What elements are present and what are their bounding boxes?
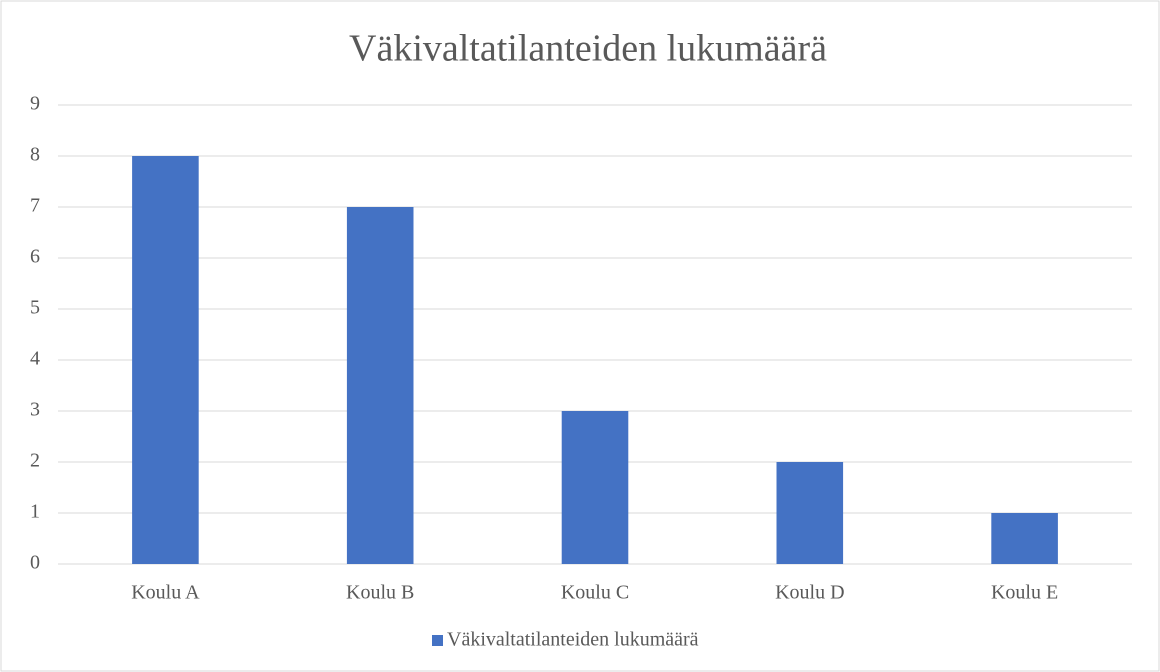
y-tick-label: 1 [30, 501, 40, 523]
x-tick-label: Koulu C [561, 582, 629, 604]
legend-swatch [432, 635, 443, 646]
x-tick-label: Koulu A [131, 582, 200, 604]
x-tick-label: Koulu B [346, 582, 414, 604]
y-tick-label: 0 [30, 552, 40, 574]
y-tick-label: 6 [30, 246, 40, 268]
bar [346, 207, 414, 564]
y-tick-label: 2 [30, 450, 40, 472]
y-tick-label: 7 [30, 195, 40, 217]
chart-title: Väkivaltatilanteiden lukumäärä [349, 28, 827, 70]
legend-label: Väkivaltatilanteiden lukumäärä [447, 629, 699, 651]
y-tick-label: 5 [30, 297, 40, 319]
bar [776, 462, 844, 564]
x-tick-label: Koulu E [991, 582, 1058, 604]
y-tick-label: 9 [30, 93, 40, 115]
y-tick-label: 3 [30, 399, 40, 421]
bar [561, 411, 629, 564]
y-tick-label: 4 [30, 348, 40, 370]
y-tick-label: 8 [30, 144, 40, 166]
x-tick-label: Koulu D [775, 582, 844, 604]
bar [132, 156, 199, 564]
bar [991, 513, 1058, 564]
